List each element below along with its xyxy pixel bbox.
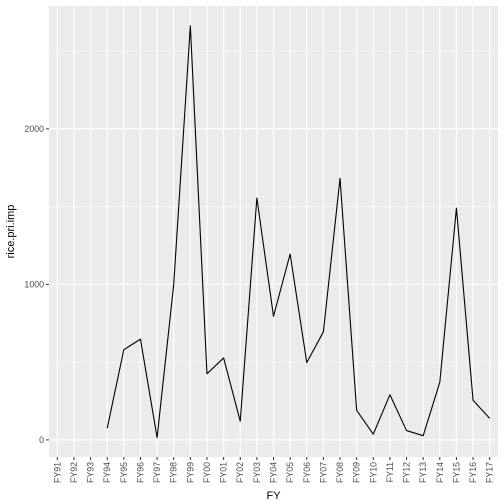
y-tick-label: 1000 bbox=[24, 279, 44, 289]
x-tick-label: FY11 bbox=[385, 462, 395, 482]
x-tick-label: FY91 bbox=[52, 462, 62, 483]
x-tick-label: FY04 bbox=[269, 462, 279, 483]
x-tick-label: FY97 bbox=[152, 462, 162, 483]
x-tick-label: FY12 bbox=[402, 462, 412, 483]
x-axis: FY91 FY92 FY93 FY94 FY95 FY96 FY97 FY98 FY99 FY00… bbox=[52, 457, 495, 483]
x-tick-label: FY93 bbox=[86, 462, 96, 483]
series-line bbox=[106, 25, 491, 439]
x-tick-label: FY17 bbox=[485, 462, 495, 483]
y-tick-label: 0 bbox=[39, 435, 44, 445]
grid-major bbox=[49, 6, 498, 457]
x-tick-label: FY05 bbox=[285, 462, 295, 483]
x-tick-label: FY10 bbox=[368, 462, 378, 483]
x-tick-label: FY16 bbox=[468, 462, 478, 483]
x-tick-label: FY06 bbox=[302, 462, 312, 483]
x-tick-label: FY92 bbox=[69, 462, 79, 483]
y-axis-title: rice.pri.imp bbox=[5, 205, 17, 259]
x-tick-label: FY94 bbox=[102, 462, 112, 483]
series-group bbox=[106, 25, 491, 439]
x-tick-label: FY15 bbox=[451, 462, 461, 483]
x-tick-label: FY01 bbox=[219, 462, 229, 483]
x-axis-title: FY bbox=[266, 490, 281, 502]
x-tick-label: FY13 bbox=[418, 462, 428, 483]
x-tick-label: FY07 bbox=[318, 462, 328, 483]
y-tick-label: 2000 bbox=[24, 124, 44, 134]
x-tick-label: FY96 bbox=[135, 462, 145, 483]
x-tick-label: FY00 bbox=[202, 462, 212, 483]
x-tick-label: FY95 bbox=[119, 462, 129, 483]
x-tick-label: FY03 bbox=[252, 462, 262, 483]
y-axis: 0 1000 2000 bbox=[24, 124, 49, 445]
x-tick-label: FY99 bbox=[185, 462, 195, 483]
x-tick-label: FY14 bbox=[435, 462, 445, 483]
x-tick-label: FY09 bbox=[352, 462, 362, 483]
x-tick-label: FY98 bbox=[169, 462, 179, 483]
x-tick-label: FY02 bbox=[235, 462, 245, 483]
x-tick-label: FY08 bbox=[335, 462, 345, 483]
